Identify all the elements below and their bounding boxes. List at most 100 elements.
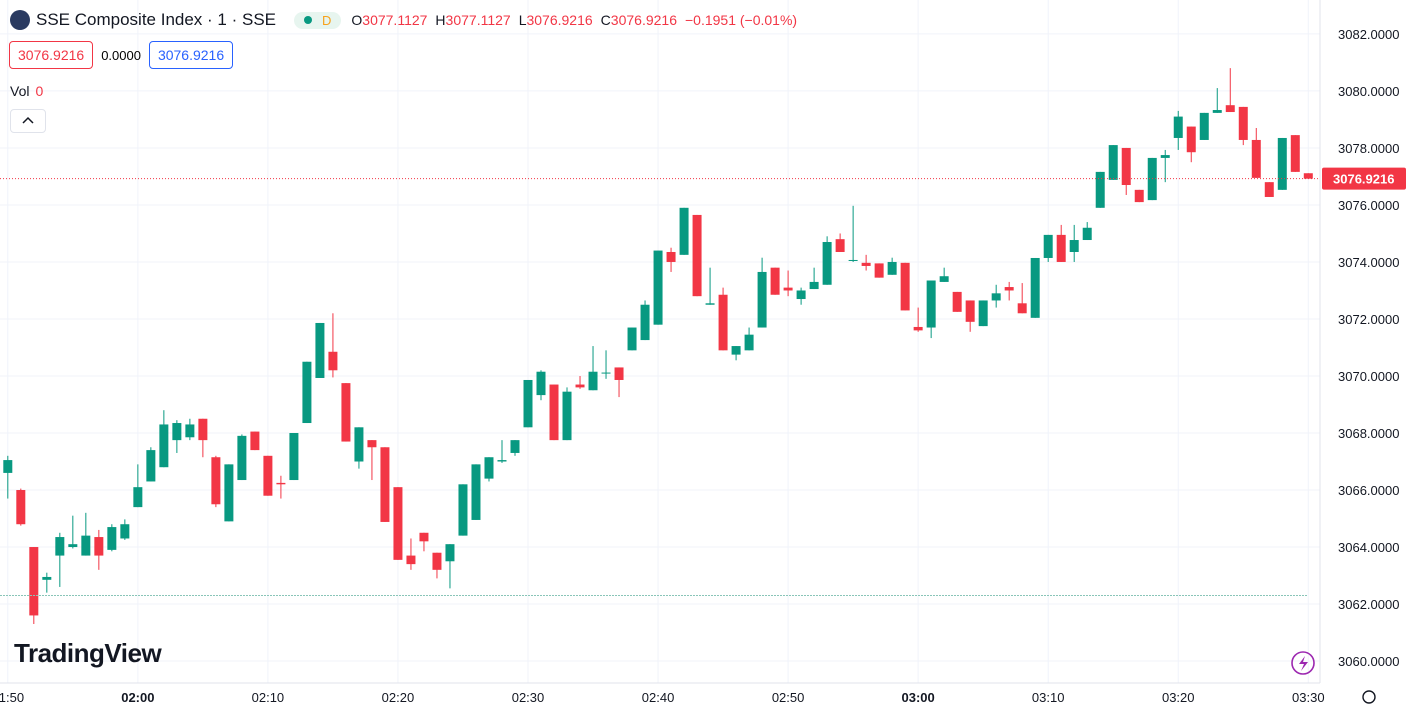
candle-body (510, 440, 520, 453)
candle-body (146, 450, 156, 482)
candle-body (666, 251, 676, 262)
candle-body (1134, 189, 1144, 203)
candle-body (926, 280, 936, 328)
candle-body (679, 207, 689, 255)
candle-body (3, 460, 13, 473)
candle-body (718, 294, 728, 351)
l-value: 3076.9216 (526, 12, 593, 28)
candle-body (1238, 106, 1248, 140)
c-label: C (600, 12, 611, 28)
sell-price[interactable]: 3076.9216 (9, 41, 94, 69)
candle-body (445, 544, 455, 562)
candle-body (770, 267, 780, 295)
legend: SSE Composite Index · 1 · SSE D O3077.11… (10, 10, 805, 30)
x-tick-label: 02:10 (252, 690, 285, 705)
candle-body (29, 547, 39, 616)
candle-body (16, 490, 26, 525)
candle-body (523, 379, 533, 428)
candle-body (1173, 116, 1183, 138)
change: −0.1951 (−0.01%) (684, 12, 798, 28)
candle-body (68, 544, 78, 548)
candle-body (757, 271, 767, 328)
candle-body (939, 276, 949, 282)
candle-body (367, 440, 377, 448)
volume-legend: Vol 0 (10, 83, 43, 99)
candle-body (614, 367, 624, 380)
vol-value: 0 (35, 83, 44, 99)
candle-body (1082, 227, 1092, 241)
x-tick-label: 01:50 (0, 690, 24, 705)
brand: TradingView (14, 638, 162, 668)
candle-body (1095, 171, 1105, 208)
candle-body (81, 535, 91, 556)
candle-body (120, 524, 130, 539)
candle-body (393, 487, 403, 560)
candle-body (263, 455, 273, 496)
last-price-box (1322, 167, 1406, 190)
candle-body (237, 435, 247, 481)
candle-body (107, 527, 117, 550)
candle-body (1056, 234, 1066, 262)
candle-body (315, 322, 325, 378)
candle-body (900, 262, 910, 311)
candle-body (653, 250, 663, 325)
candle-body (1017, 303, 1027, 314)
candle-body (588, 371, 598, 391)
candle-body (796, 290, 806, 300)
candle-body (328, 351, 338, 371)
candle-body (705, 303, 715, 305)
h-value: 3077.1127 (445, 12, 511, 28)
market-status[interactable]: D (294, 11, 342, 29)
candle-body (419, 532, 429, 542)
candle-body (1004, 287, 1014, 291)
candle-body (55, 537, 65, 556)
alert-icon[interactable] (1291, 651, 1315, 675)
candle-body (185, 424, 195, 438)
candle-body (354, 427, 364, 462)
candle-body (991, 293, 1001, 301)
candle-body (42, 576, 52, 580)
candle-body (835, 239, 845, 252)
collapse-button[interactable] (10, 109, 46, 133)
candle-body (978, 300, 988, 327)
candle-body (341, 383, 351, 442)
l-label: L (518, 12, 527, 28)
candle-body (744, 334, 754, 351)
candle-body (432, 552, 442, 570)
candle-body (848, 259, 858, 261)
candle-body (250, 431, 260, 451)
candle-body (172, 423, 182, 441)
symbol-title[interactable]: SSE Composite Index · 1 · SSE (36, 10, 276, 29)
candle-body (1030, 257, 1040, 318)
candle-body (497, 460, 507, 462)
symbol-logo (10, 10, 30, 30)
o-value: 3077.1127 (362, 12, 428, 28)
y-tick-label: 3066.0000 (1338, 483, 1399, 498)
candle-body (1043, 234, 1053, 258)
c-value: 3076.9216 (610, 12, 677, 28)
buy-price[interactable]: 3076.9216 (148, 41, 234, 69)
candle-body (1212, 110, 1222, 113)
badge: D (322, 12, 332, 28)
candle-body (913, 326, 923, 331)
candle-body (1121, 147, 1131, 186)
candle-body (809, 281, 819, 290)
candle-body (276, 482, 286, 485)
candle-body (1277, 137, 1287, 190)
candle-body (211, 457, 221, 505)
candle-body (458, 484, 468, 536)
settings-icon[interactable] (1362, 690, 1376, 704)
y-tick-label: 3068.0000 (1338, 426, 1399, 441)
candle-body (406, 555, 416, 565)
x-tick-label: 02:00 (121, 690, 154, 705)
y-tick-label: 3082.0000 (1338, 27, 1399, 42)
x-tick-label: 03:00 (902, 690, 935, 705)
candle-body (1186, 126, 1196, 153)
y-tick-label: 3076.0000 (1338, 198, 1399, 213)
last-price-label: 3076.9216 (1333, 172, 1394, 187)
candle-body (1225, 105, 1235, 113)
bid-ask: 3076.9216 0.0000 3076.9216 (9, 41, 234, 69)
candle-body (159, 424, 169, 468)
candle-body (1303, 173, 1313, 179)
